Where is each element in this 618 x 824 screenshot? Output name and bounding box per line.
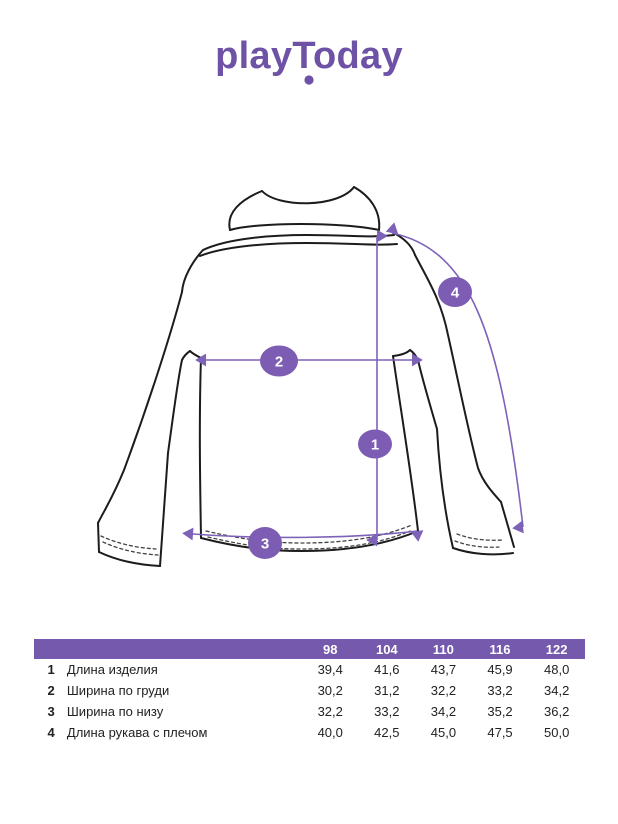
svg-text:3: 3 — [261, 536, 269, 553]
svg-text:1: 1 — [371, 437, 379, 454]
svg-text:4: 4 — [451, 285, 460, 302]
svg-text:2: 2 — [275, 354, 283, 371]
